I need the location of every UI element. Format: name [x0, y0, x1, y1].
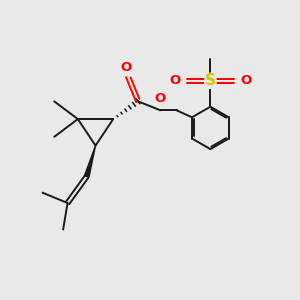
- Text: O: O: [155, 92, 166, 105]
- Text: S: S: [205, 73, 216, 88]
- Text: O: O: [169, 74, 180, 87]
- Polygon shape: [84, 146, 95, 177]
- Text: O: O: [121, 61, 132, 74]
- Text: O: O: [240, 74, 252, 87]
